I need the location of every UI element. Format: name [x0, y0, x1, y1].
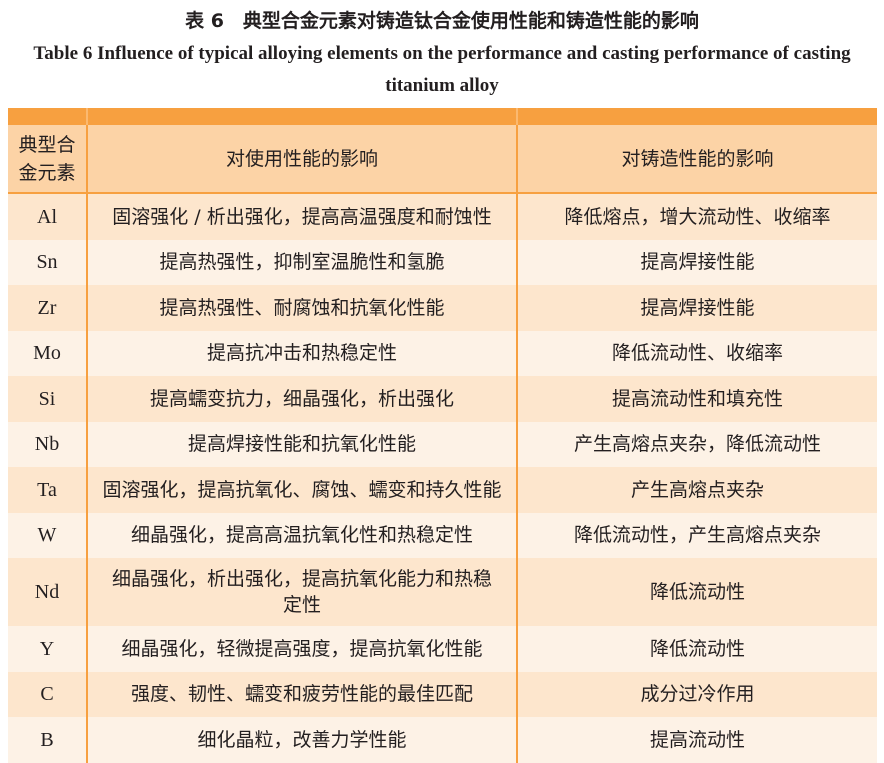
casting-effect-cell: 提高焊接性能: [516, 239, 877, 285]
table-caption-cn: 表 6 典型合金元素对铸造钛合金使用性能和铸造性能的影响: [185, 10, 699, 32]
casting-effect-cell: 提高流动性: [516, 717, 877, 763]
table-row: W 细晶强化，提高高温抗氧化性和热稳定性 降低流动性，产生高熔点夹杂: [8, 512, 877, 558]
element-cell: Y: [8, 626, 87, 672]
casting-effect-cell: 降低流动性: [516, 626, 877, 672]
service-effect-cell: 细晶强化，析出强化，提高抗氧化能力和热稳定性: [86, 558, 517, 626]
casting-effect-cell: 产生高熔点夹杂，降低流动性: [516, 421, 877, 467]
casting-effect-cell: 降低流动性: [516, 558, 877, 626]
service-effect-cell: 细化晶粒，改善力学性能: [86, 717, 517, 763]
table-caption-en: Table 6 Influence of typical alloying el…: [33, 43, 851, 96]
service-effect-cell: 固溶强化，提高抗氧化、腐蚀、蠕变和持久性能: [86, 467, 517, 513]
table-row: C 强度、韧性、蠕变和疲劳性能的最佳匹配 成分过冷作用: [8, 671, 877, 717]
table-row: B 细化晶粒，改善力学性能 提高流动性: [8, 717, 877, 763]
table-row: Ta 固溶强化，提高抗氧化、腐蚀、蠕变和持久性能 产生高熔点夹杂: [8, 467, 877, 513]
element-cell: W: [8, 512, 87, 558]
element-cell: Al: [8, 193, 87, 240]
table-row: Nd 细晶强化，析出强化，提高抗氧化能力和热稳定性 降低流动性: [8, 558, 877, 626]
element-cell: Si: [8, 376, 87, 422]
element-cell: Mo: [8, 330, 87, 376]
table-row: Zr 提高热强性、耐腐蚀和抗氧化性能 提高焊接性能: [8, 285, 877, 331]
casting-effect-cell: 提高流动性和填充性: [516, 376, 877, 422]
table-row: Y 细晶强化，轻微提高强度，提高抗氧化性能 降低流动性: [8, 626, 877, 672]
element-cell: B: [8, 717, 87, 763]
alloy-elements-table: 典型合 金元素 对使用性能的影响 对铸造性能的影响 Al 固溶强化 / 析出强化，…: [8, 108, 877, 763]
service-effect-cell: 提高蠕变抗力，细晶强化，析出强化: [86, 376, 517, 422]
service-effect-cell: 强度、韧性、蠕变和疲劳性能的最佳匹配: [86, 671, 517, 717]
service-effect-cell: 提高热强性，抑制室温脆性和氢脆: [86, 239, 517, 285]
table-row: Nb 提高焊接性能和抗氧化性能 产生高熔点夹杂，降低流动性: [8, 421, 877, 467]
header-element: 典型合 金元素: [8, 125, 87, 194]
element-cell: Ta: [8, 467, 87, 513]
element-cell: Sn: [8, 239, 87, 285]
table-row: Mo 提高抗冲击和热稳定性 降低流动性、收缩率: [8, 330, 877, 376]
casting-effect-cell: 提高焊接性能: [516, 285, 877, 331]
casting-effect-cell: 降低流动性、收缩率: [516, 330, 877, 376]
casting-effect-cell: 产生高熔点夹杂: [516, 467, 877, 513]
header-service-performance: 对使用性能的影响: [86, 125, 517, 194]
table-header: 典型合 金元素 对使用性能的影响 对铸造性能的影响: [8, 125, 877, 194]
casting-effect-cell: 成分过冷作用: [516, 671, 877, 717]
service-effect-cell: 固溶强化 / 析出强化，提高高温强度和耐蚀性: [86, 193, 517, 240]
header-strip: [8, 108, 877, 125]
service-effect-cell: 细晶强化，提高高温抗氧化性和热稳定性: [86, 512, 517, 558]
service-effect-cell: 提高热强性、耐腐蚀和抗氧化性能: [86, 285, 517, 331]
table-row: Sn 提高热强性，抑制室温脆性和氢脆 提高焊接性能: [8, 239, 877, 285]
element-cell: Nb: [8, 421, 87, 467]
casting-effect-cell: 降低熔点，增大流动性、收缩率: [516, 193, 877, 240]
element-cell: C: [8, 671, 87, 717]
service-effect-cell: 提高抗冲击和热稳定性: [86, 330, 517, 376]
element-cell: Nd: [8, 558, 87, 626]
table-row: Si 提高蠕变抗力，细晶强化，析出强化 提高流动性和填充性: [8, 376, 877, 422]
service-effect-cell: 细晶强化，轻微提高强度，提高抗氧化性能: [86, 626, 517, 672]
service-effect-cell: 提高焊接性能和抗氧化性能: [86, 421, 517, 467]
header-casting-performance: 对铸造性能的影响: [516, 125, 877, 194]
casting-effect-cell: 降低流动性，产生高熔点夹杂: [516, 512, 877, 558]
element-cell: Zr: [8, 285, 87, 331]
table-row: Al 固溶强化 / 析出强化，提高高温强度和耐蚀性 降低熔点，增大流动性、收缩率: [8, 193, 877, 240]
